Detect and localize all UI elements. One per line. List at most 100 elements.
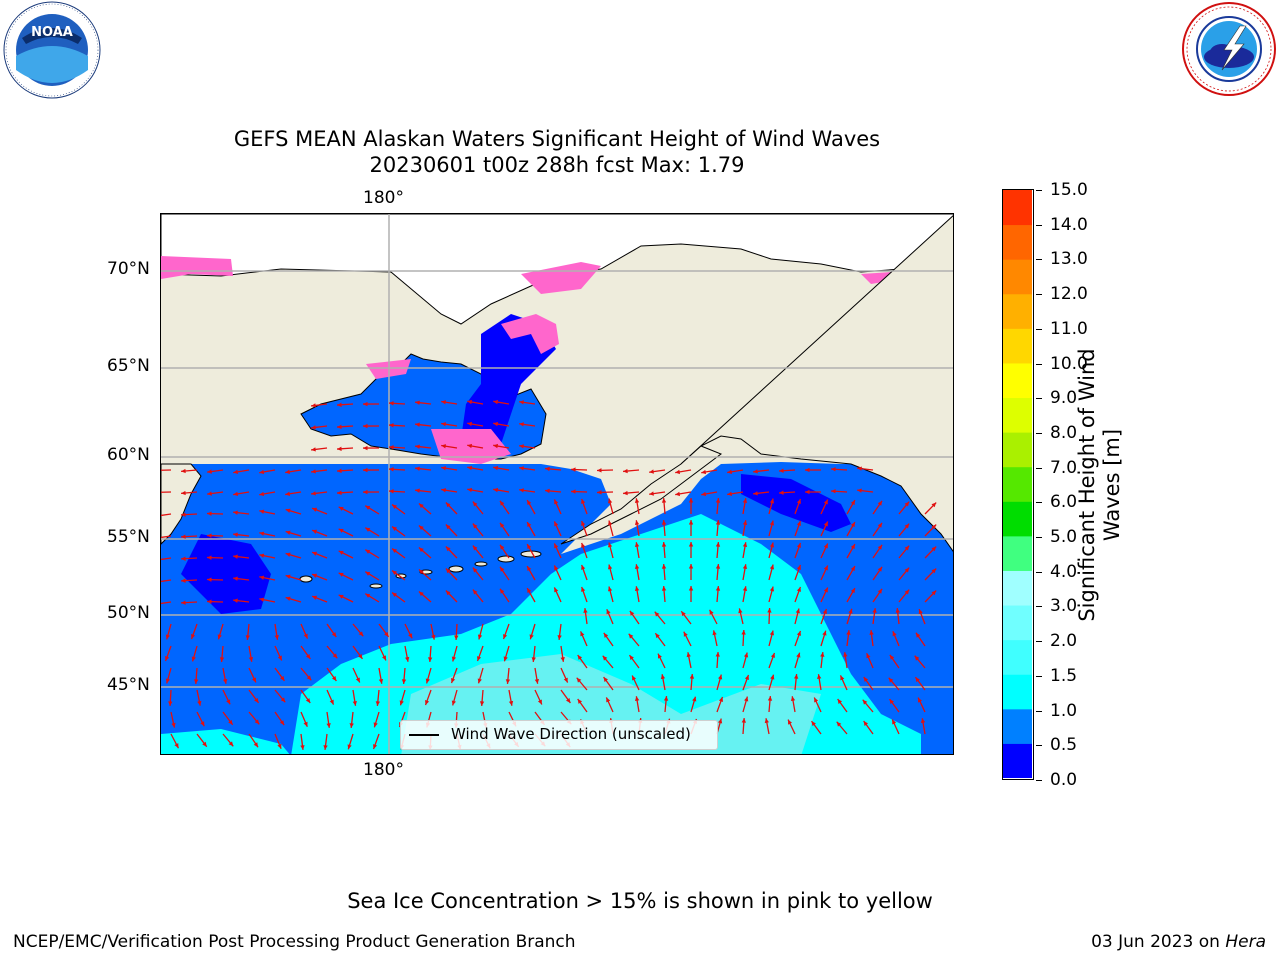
wind-wave-arrowhead <box>634 696 640 702</box>
wind-wave-arrowhead <box>743 652 749 658</box>
wind-wave-arrowhead <box>866 653 871 659</box>
wind-wave-arrowhead <box>769 564 775 570</box>
legend-line-symbol <box>409 734 439 736</box>
wind-wave-arrowhead <box>892 719 897 725</box>
wind-wave-arrowhead <box>769 520 775 526</box>
wind-wave-arrowhead <box>727 491 732 496</box>
map-canvas <box>161 214 953 754</box>
wind-wave-arrowhead <box>660 674 666 680</box>
wind-wave-arrowhead <box>869 630 874 635</box>
nws-logo <box>1178 0 1280 100</box>
wind-wave-arrowhead <box>581 498 586 504</box>
wind-wave-arrowhead <box>259 509 265 514</box>
wind-wave-arrowhead <box>597 490 602 495</box>
wind-wave-arrowhead <box>862 699 868 705</box>
wind-wave-arrowhead <box>355 677 360 683</box>
wind-wave-arrowhead <box>563 677 568 683</box>
wind-wave-arrowhead <box>338 528 344 533</box>
wind-wave-arrowhead <box>769 542 775 548</box>
wind-wave-arrowhead <box>165 634 170 640</box>
wind-wave-arrowhead <box>181 534 186 539</box>
lon-label-top: 180° <box>363 188 404 208</box>
colorbar-tick-label: 6.0 <box>1050 492 1078 513</box>
wind-wave-arrowhead <box>454 635 459 640</box>
wind-wave-arrowhead <box>718 674 723 680</box>
wind-wave-arrowhead <box>300 745 305 750</box>
wind-wave-arrowhead <box>769 586 775 592</box>
wind-wave-arrowhead <box>277 655 282 661</box>
wind-wave-arrowhead <box>675 469 681 475</box>
wind-wave-arrowhead <box>499 566 505 572</box>
wind-wave-arrowhead <box>181 512 186 517</box>
wind-wave-arrowhead <box>338 572 344 577</box>
wind-wave-arrowhead <box>373 744 378 750</box>
wind-wave-arrowhead <box>742 586 748 592</box>
noaa-logo: NOAA <box>0 0 104 100</box>
wind-wave-arrowhead <box>285 530 291 535</box>
wind-wave-arrowhead <box>877 588 883 594</box>
wind-wave-arrowhead <box>219 657 225 662</box>
lat-label-50: 50°N <box>107 603 150 623</box>
wind-wave-arrowhead <box>904 589 910 595</box>
wind-wave-arrowhead <box>560 657 565 662</box>
wind-wave-arrowhead <box>688 498 694 503</box>
wind-wave-arrowhead <box>233 532 238 537</box>
wind-wave-arrowhead <box>392 548 397 553</box>
wind-wave-arrowhead <box>741 630 746 635</box>
wind-wave-arrowhead <box>931 590 937 596</box>
wind-wave-arrowhead <box>634 542 640 548</box>
wind-wave-arrowhead <box>712 630 717 636</box>
wind-wave-arrowhead <box>405 656 410 662</box>
wind-wave-arrow <box>161 535 172 539</box>
wind-wave-arrowhead <box>207 491 212 496</box>
wind-wave-arrowhead <box>688 542 694 547</box>
wind-wave-arrowhead <box>418 525 424 531</box>
wind-wave-arrowhead <box>606 697 611 703</box>
wind-wave-arrowhead <box>445 524 451 530</box>
wind-wave-arrowhead <box>477 656 482 662</box>
ocean-dark-goa <box>741 474 851 532</box>
lat-label-60: 60°N <box>107 445 150 465</box>
wind-wave-arrowhead <box>571 467 576 472</box>
wind-wave-arrowhead <box>427 657 433 662</box>
wind-wave-arrowhead <box>365 571 371 576</box>
wind-wave-arrowhead <box>822 630 827 636</box>
colorbar-tick-label: 8.0 <box>1050 422 1078 443</box>
wind-wave-arrowhead <box>686 652 691 658</box>
wind-wave-arrowhead <box>904 501 910 507</box>
wind-wave-arrowhead <box>441 466 446 471</box>
wind-wave-arrowhead <box>337 424 342 429</box>
colorbar-swatch <box>1003 397 1032 433</box>
wind-wave-arrowhead <box>441 444 446 449</box>
colorbar-title-line-1: Significant Height of Wind <box>1075 348 1099 622</box>
wind-wave-arrowhead <box>373 722 378 728</box>
wind-wave-arrowhead <box>557 635 562 640</box>
wind-wave-arrowhead <box>352 701 357 706</box>
wind-wave-arrowhead <box>831 467 836 472</box>
wind-wave-arrowhead <box>607 542 613 548</box>
colorbar-swatch <box>1003 432 1032 468</box>
wind-wave-arrowhead <box>363 489 368 495</box>
wind-wave-arrowhead <box>181 556 186 561</box>
wind-wave-arrowhead <box>654 611 660 617</box>
wind-wave-arrowhead <box>788 719 792 725</box>
wind-wave-arrowhead <box>904 523 910 529</box>
wind-wave-arrowhead <box>576 677 582 683</box>
colorbar-tick-mark <box>1036 710 1042 712</box>
wind-wave-arrowhead <box>823 521 828 527</box>
map-legend: Wind Wave Direction (unscaled) <box>400 720 718 750</box>
wind-wave-arrowhead <box>363 423 368 429</box>
wind-wave-arrowhead <box>259 491 265 497</box>
wind-wave-arrowhead <box>655 633 660 639</box>
wind-wave-arrowhead <box>877 522 883 528</box>
wind-wave-arrowhead <box>519 444 524 449</box>
wind-wave-arrowhead <box>850 522 855 528</box>
wind-wave-arrowhead <box>280 675 285 681</box>
colorbar-tick-label: 3.0 <box>1050 596 1078 617</box>
colorbar-tick-label: 13.0 <box>1050 249 1088 270</box>
wind-wave-arrowhead <box>207 511 212 516</box>
wind-wave-arrowhead <box>277 743 282 749</box>
wind-wave-arrowhead <box>472 589 478 595</box>
sea-ice-kotzebue <box>501 314 559 354</box>
wind-wave-arrowhead <box>285 508 291 513</box>
